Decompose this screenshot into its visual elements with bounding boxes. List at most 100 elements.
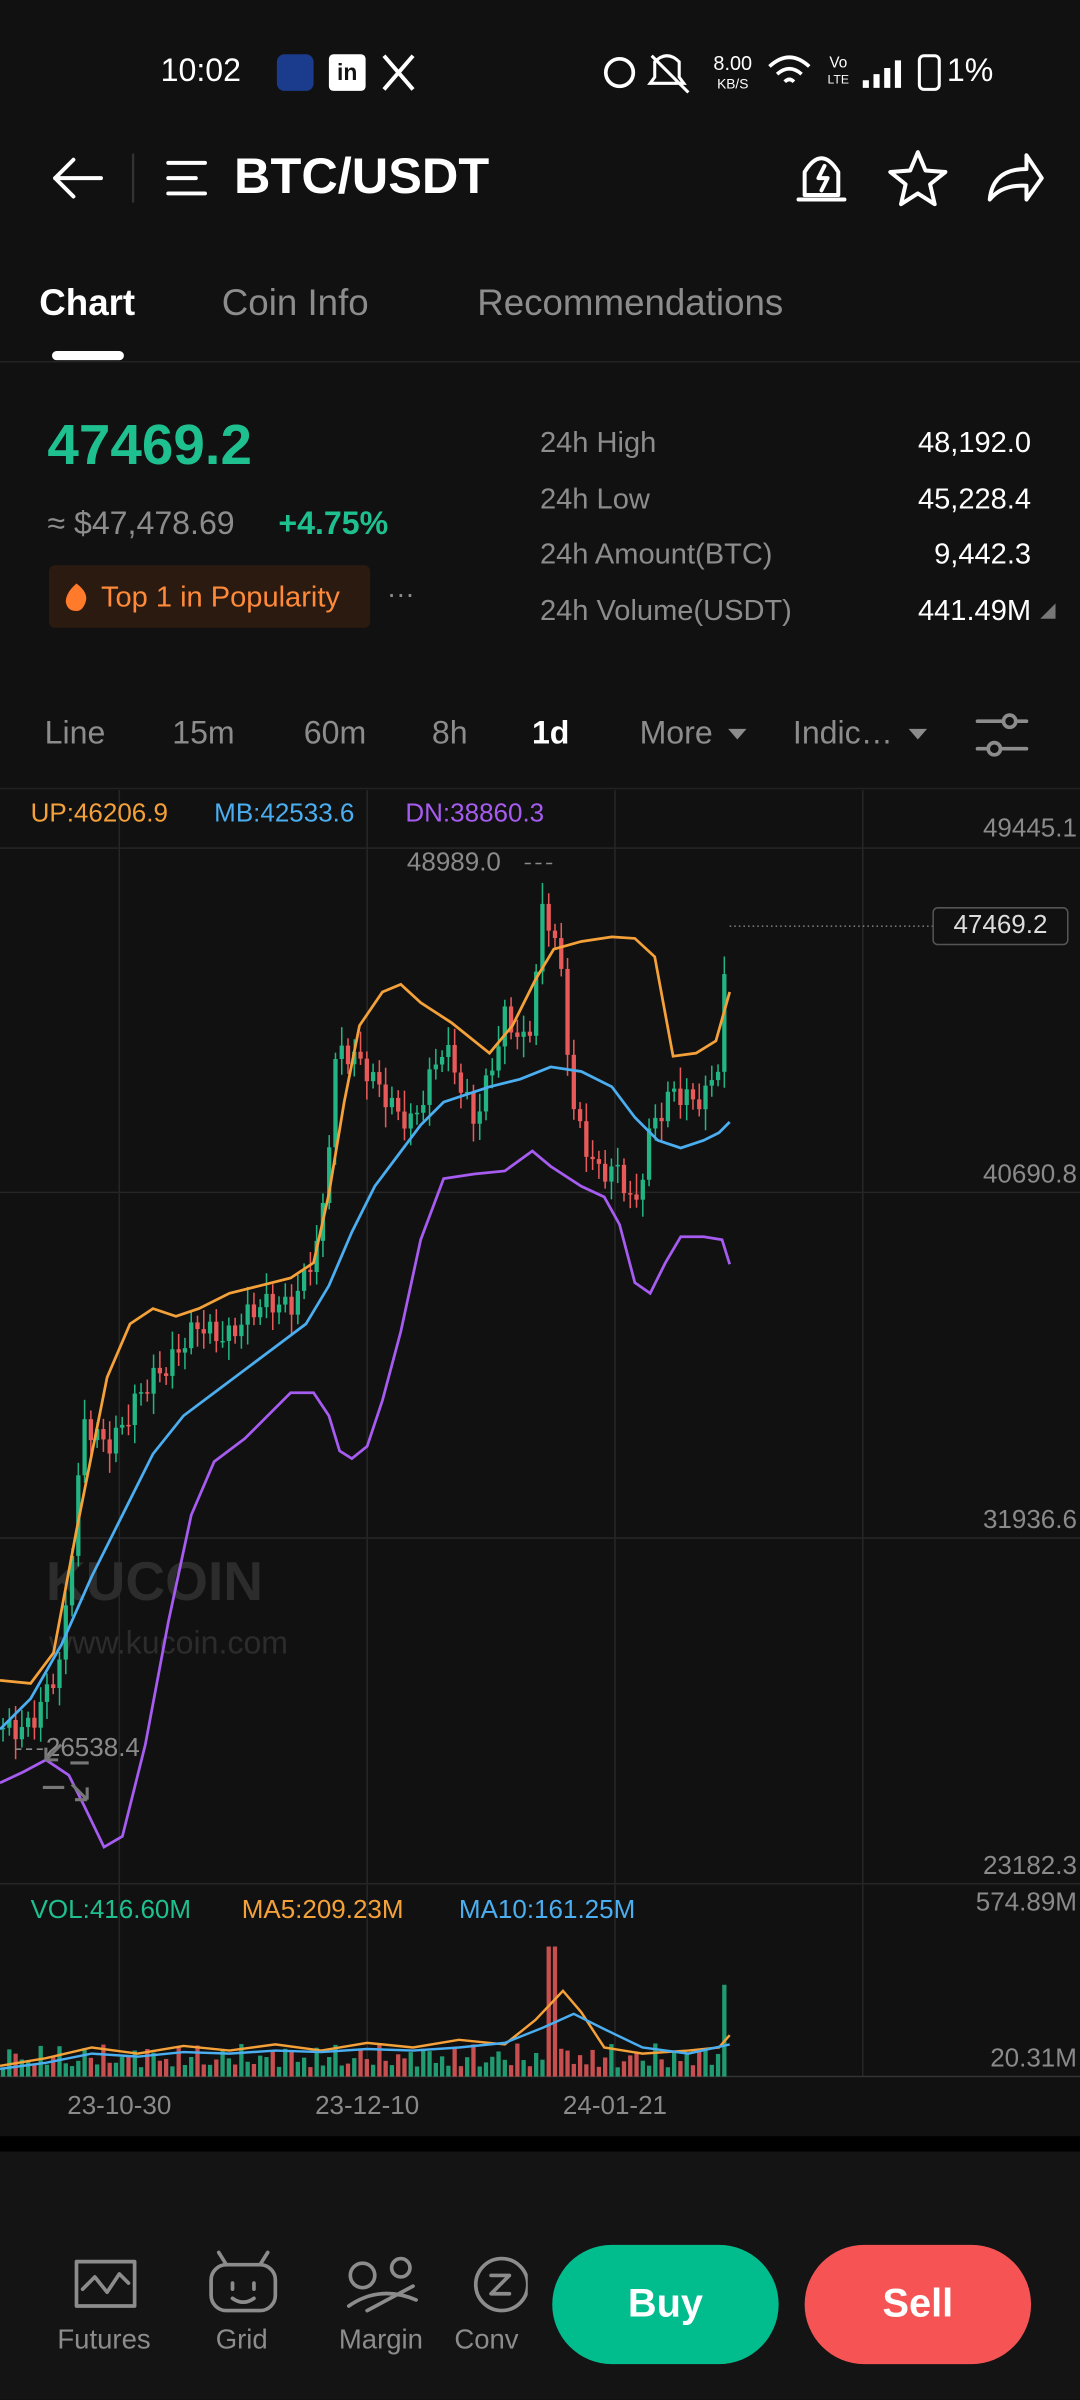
candle-body: [678, 1088, 683, 1106]
volume-bar: [552, 1946, 558, 2077]
candle-body: [396, 1097, 401, 1112]
volume-bar: [402, 2058, 407, 2077]
tab[interactable]: Recommendations: [477, 282, 783, 323]
interval[interactable]: Indic…: [793, 714, 893, 750]
volume-bar: [370, 2064, 376, 2077]
volume-bar: [534, 2052, 539, 2077]
indicator-mb: MB:42533.6: [214, 797, 354, 827]
interval[interactable]: 1d: [532, 714, 569, 750]
volume-bar: [339, 2065, 344, 2077]
volume-bar: [427, 2051, 432, 2077]
volume-bar: [684, 2054, 689, 2077]
candle-body: [195, 1322, 200, 1330]
candle-body: [684, 1089, 689, 1106]
candle-body: [465, 1091, 470, 1094]
candle-body: [289, 1296, 294, 1315]
wifi-icon: [768, 55, 811, 84]
interval[interactable]: Line: [45, 714, 106, 750]
volume-bar: [496, 2051, 501, 2077]
candle-body: [521, 1031, 526, 1037]
volume-bar: [408, 2052, 413, 2077]
candle-body: [339, 1045, 344, 1059]
candle-body: [646, 1128, 652, 1180]
date-label: 23-10-30: [67, 2090, 171, 2120]
candle-body: [383, 1084, 388, 1108]
stat-label: 24h Amount(BTC): [540, 539, 772, 571]
interval[interactable]: 8h: [432, 714, 468, 750]
popularity-badge[interactable]: [48, 565, 371, 628]
interval[interactable]: 15m: [172, 714, 234, 750]
badge-text: Top 1 in Popularity: [101, 581, 340, 613]
middle-band: [0, 1065, 731, 1731]
volume-bar: [283, 2048, 288, 2077]
more-dots[interactable]: ···: [387, 578, 415, 609]
volume-bar: [703, 2050, 708, 2077]
sell-button[interactable]: [804, 2244, 1032, 2365]
volume-bar: [471, 2044, 476, 2077]
alert-button[interactable]: [796, 156, 847, 202]
volume-bar: [289, 2051, 294, 2077]
volume-bar: [527, 2066, 533, 2077]
interval[interactable]: 60m: [304, 714, 366, 750]
margin-icon-dot: [389, 2256, 412, 2279]
alarm-icon: [603, 56, 636, 89]
volume-bar: [113, 2062, 119, 2077]
tab-indicator: [52, 350, 124, 361]
share-button[interactable]: [987, 153, 1044, 202]
net-unit: KB/S: [717, 76, 748, 91]
nav-label[interactable]: Grid: [216, 2323, 268, 2354]
tab[interactable]: Coin Info: [222, 282, 369, 323]
volume-bar: [508, 2065, 514, 2077]
candle-body: [182, 1348, 188, 1353]
candle-body: [722, 974, 727, 1072]
date-label: 23-12-10: [315, 2090, 419, 2120]
volume-bar: [634, 2052, 639, 2077]
candle-body: [414, 1112, 420, 1115]
futures-icon[interactable]: [74, 2259, 137, 2308]
stats: 24h High 48,192.0 24h Low 45,228.4 24h A…: [540, 427, 1056, 627]
volume-bar: [69, 2066, 75, 2077]
candle-body: [402, 1111, 407, 1129]
candle-body: [709, 1080, 714, 1086]
volume-bar: [88, 2057, 94, 2077]
candle-body: [113, 1427, 119, 1454]
tab[interactable]: Chart: [39, 282, 135, 323]
candle-body: [364, 1058, 369, 1082]
volume-bar: [653, 2043, 658, 2077]
candle-body: [176, 1349, 181, 1353]
candle-body: [19, 1727, 25, 1740]
candle-body: [659, 1117, 664, 1122]
volume-bar: [214, 2059, 219, 2077]
nav-label[interactable]: Futures: [57, 2323, 150, 2354]
back-button[interactable]: [53, 157, 103, 199]
sell-label[interactable]: Sell: [882, 2282, 953, 2326]
status-time: 10:02: [161, 52, 241, 88]
margin-icon[interactable]: [348, 2261, 377, 2290]
volume-bar: [722, 1984, 727, 2077]
menu-button[interactable]: [166, 160, 207, 196]
candle-body: [665, 1091, 671, 1122]
volume-ma10: [0, 2012, 730, 2071]
volume-bar: [258, 2055, 263, 2077]
volume-bar: [264, 2057, 269, 2077]
grid-icon[interactable]: [209, 2262, 278, 2313]
fire-icon: [65, 583, 87, 612]
buy-button[interactable]: [552, 2244, 779, 2365]
buy-label[interactable]: Buy: [628, 2282, 703, 2326]
favorite-button[interactable]: [888, 150, 948, 207]
volume-bar: [163, 2058, 169, 2077]
volume-bar: [308, 2067, 313, 2077]
nav-label[interactable]: Conv: [454, 2323, 518, 2354]
volume-bar: [314, 2047, 319, 2077]
candle-body: [38, 1701, 43, 1728]
interval[interactable]: More: [640, 714, 713, 750]
candle-body: [515, 1032, 520, 1037]
volume-bar: [364, 2059, 369, 2077]
fullscreen-button[interactable]: [42, 1743, 89, 1802]
volume-bar: [82, 2048, 87, 2077]
nav-label[interactable]: Margin: [339, 2323, 423, 2354]
candle-body: [527, 1031, 533, 1036]
volume-bar: [151, 2052, 156, 2077]
volume-bar: [546, 1946, 551, 2077]
volume-bar: [596, 2066, 602, 2077]
